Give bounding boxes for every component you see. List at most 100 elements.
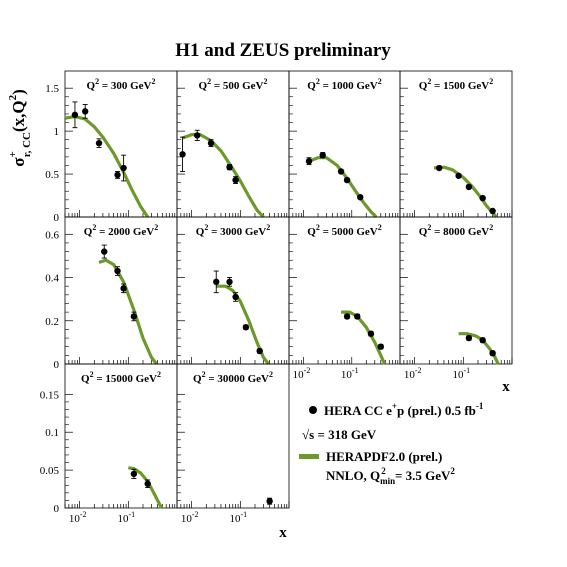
y-tick-label: 0.05 — [40, 465, 60, 477]
data-point — [256, 347, 263, 355]
data-point — [226, 278, 233, 286]
data-point — [305, 157, 313, 165]
data-point — [489, 207, 496, 215]
data-point — [465, 334, 473, 342]
legend-data-marker — [309, 406, 317, 414]
panel-frame — [399, 70, 513, 218]
data-point — [465, 183, 473, 191]
panel-frame — [288, 216, 401, 365]
data-point — [213, 278, 220, 286]
panel-q2-label: Q2 = 1000 GeV2 — [307, 77, 381, 92]
panel-q2-30000: 10-2 10-1 Q2 = 30000 GeV2 — [176, 363, 290, 525]
panel-q2-label: Q2 = 5000 GeV2 — [307, 223, 381, 238]
legend-theory-text: HERAPDF2.0 (prel.) — [326, 449, 442, 464]
panel-q2-500: Q2 = 500 GeV2 — [176, 70, 290, 219]
legend-theory-text2: NNLO, Qmin2 = 3.5 GeV2 — [326, 466, 455, 486]
panel-frame — [288, 70, 401, 218]
data-point — [479, 194, 486, 202]
data-point — [232, 176, 239, 184]
data-point — [130, 313, 138, 320]
panel-q2-300: 0 0.5 1 1.5 Q2 = 300 GeV2 — [45, 70, 178, 224]
theory-curve — [98, 258, 158, 365]
theory-curve — [458, 332, 500, 365]
x-tick-label: 10-2 — [69, 510, 87, 525]
data-point — [343, 313, 351, 320]
x-tick-label: 10-2 — [181, 510, 199, 525]
x-axis-label-right: x — [502, 379, 510, 395]
theory-curve — [216, 284, 270, 365]
panel-q2-label: Q2 = 300 GeV2 — [87, 77, 156, 92]
panel-q2-15000: 0 0.05 0.1 0.15 10-2 10-1 Q2 = 15000 GeV2 — [40, 363, 178, 525]
data-point — [114, 267, 121, 275]
panel-frame — [64, 216, 178, 365]
panel-q2-2000: 0 0.2 0.4 0.6 Q2 = 2000 GeV2 — [45, 216, 178, 371]
data-point — [354, 313, 361, 320]
data-point — [436, 164, 443, 172]
panel-frame — [176, 70, 290, 218]
theory-curve — [341, 310, 387, 365]
data-point — [367, 330, 375, 337]
data-point — [232, 293, 239, 301]
data-point — [242, 324, 250, 331]
x-tick-label: 10-1 — [117, 510, 135, 525]
y-tick-label: 1.5 — [45, 83, 59, 95]
data-point — [266, 497, 273, 505]
data-point — [319, 151, 326, 159]
y-tick-label: 0 — [54, 212, 60, 224]
x-tick-label: 10-1 — [341, 366, 359, 381]
panel-frame — [176, 363, 290, 509]
y-label-close: ) — [9, 89, 28, 95]
data-point — [207, 139, 215, 147]
data-point — [479, 337, 486, 344]
y-tick-label: 0.5 — [45, 169, 59, 181]
y-label-sub: r, CC — [21, 132, 33, 157]
theory-curve — [64, 114, 150, 218]
x-tick-label: 10-2 — [404, 366, 422, 381]
panel-q2-label: Q2 = 1500 GeV2 — [419, 77, 493, 92]
y-label-rest: (x,Q — [9, 100, 28, 132]
panel-q2-label: Q2 = 2000 GeV2 — [84, 223, 158, 238]
data-point — [343, 176, 351, 184]
panel-q2-label: Q2 = 30000 GeV2 — [193, 370, 273, 385]
panel-q2-5000: 10-2 10-1 Q2 = 5000 GeV2 — [288, 216, 401, 381]
y-tick-label: 0.1 — [45, 427, 59, 439]
data-point — [120, 164, 127, 172]
data-point — [357, 194, 364, 201]
data-point — [95, 139, 103, 147]
panel-q2-8000: 10-2 10-1 Q2 = 8000 GeV2 — [399, 216, 513, 381]
data-point — [179, 151, 186, 158]
x-tick-label: 10-1 — [229, 510, 247, 525]
panel-q2-label: Q2 = 500 GeV2 — [199, 77, 268, 92]
panel-q2-label: Q2 = 8000 GeV2 — [419, 223, 493, 238]
data-point — [337, 168, 345, 175]
panel-grid: 0 0.5 1 1.5 Q2 = 300 GeV2 Q2 = 500 GeV2 Q2 = 1… — [40, 70, 513, 541]
x-tick-label: 10-1 — [452, 366, 470, 381]
y-tick-label: 0.15 — [40, 389, 60, 401]
legend-theory-swatch — [299, 454, 319, 459]
chart-title: H1 and ZEUS preliminary — [175, 40, 391, 61]
panel-q2-label: Q2 = 3000 GeV2 — [196, 223, 270, 238]
theory-curve — [308, 156, 378, 219]
y-label-main: σ — [9, 157, 28, 167]
data-point — [71, 111, 79, 119]
y-axis-label: σ+ r, CC(x,Q2) — [7, 89, 33, 167]
y-tick-label: 1 — [54, 126, 60, 138]
data-point — [226, 163, 233, 171]
theory-curve — [181, 133, 265, 219]
theory-curve — [433, 165, 498, 219]
data-point — [377, 343, 385, 350]
y-tick-label: 0.2 — [45, 316, 59, 328]
data-point — [130, 470, 138, 478]
panel-q2-1500: Q2 = 1500 GeV2 — [399, 70, 513, 219]
panel-frame — [64, 70, 178, 218]
data-point — [114, 171, 121, 179]
y-tick-label: 0.6 — [45, 229, 59, 241]
panel-frame — [399, 216, 513, 365]
data-point — [81, 108, 89, 115]
svg-text:σ+r, CC(x,Q2): σ+ r, CC(x,Q2) — [7, 89, 33, 167]
panel-q2-1000: Q2 = 1000 GeV2 — [288, 70, 401, 219]
legend-sqrt-text: √s = 318 GeV — [302, 427, 377, 442]
y-tick-label: 0 — [54, 359, 60, 371]
data-point — [489, 349, 496, 357]
